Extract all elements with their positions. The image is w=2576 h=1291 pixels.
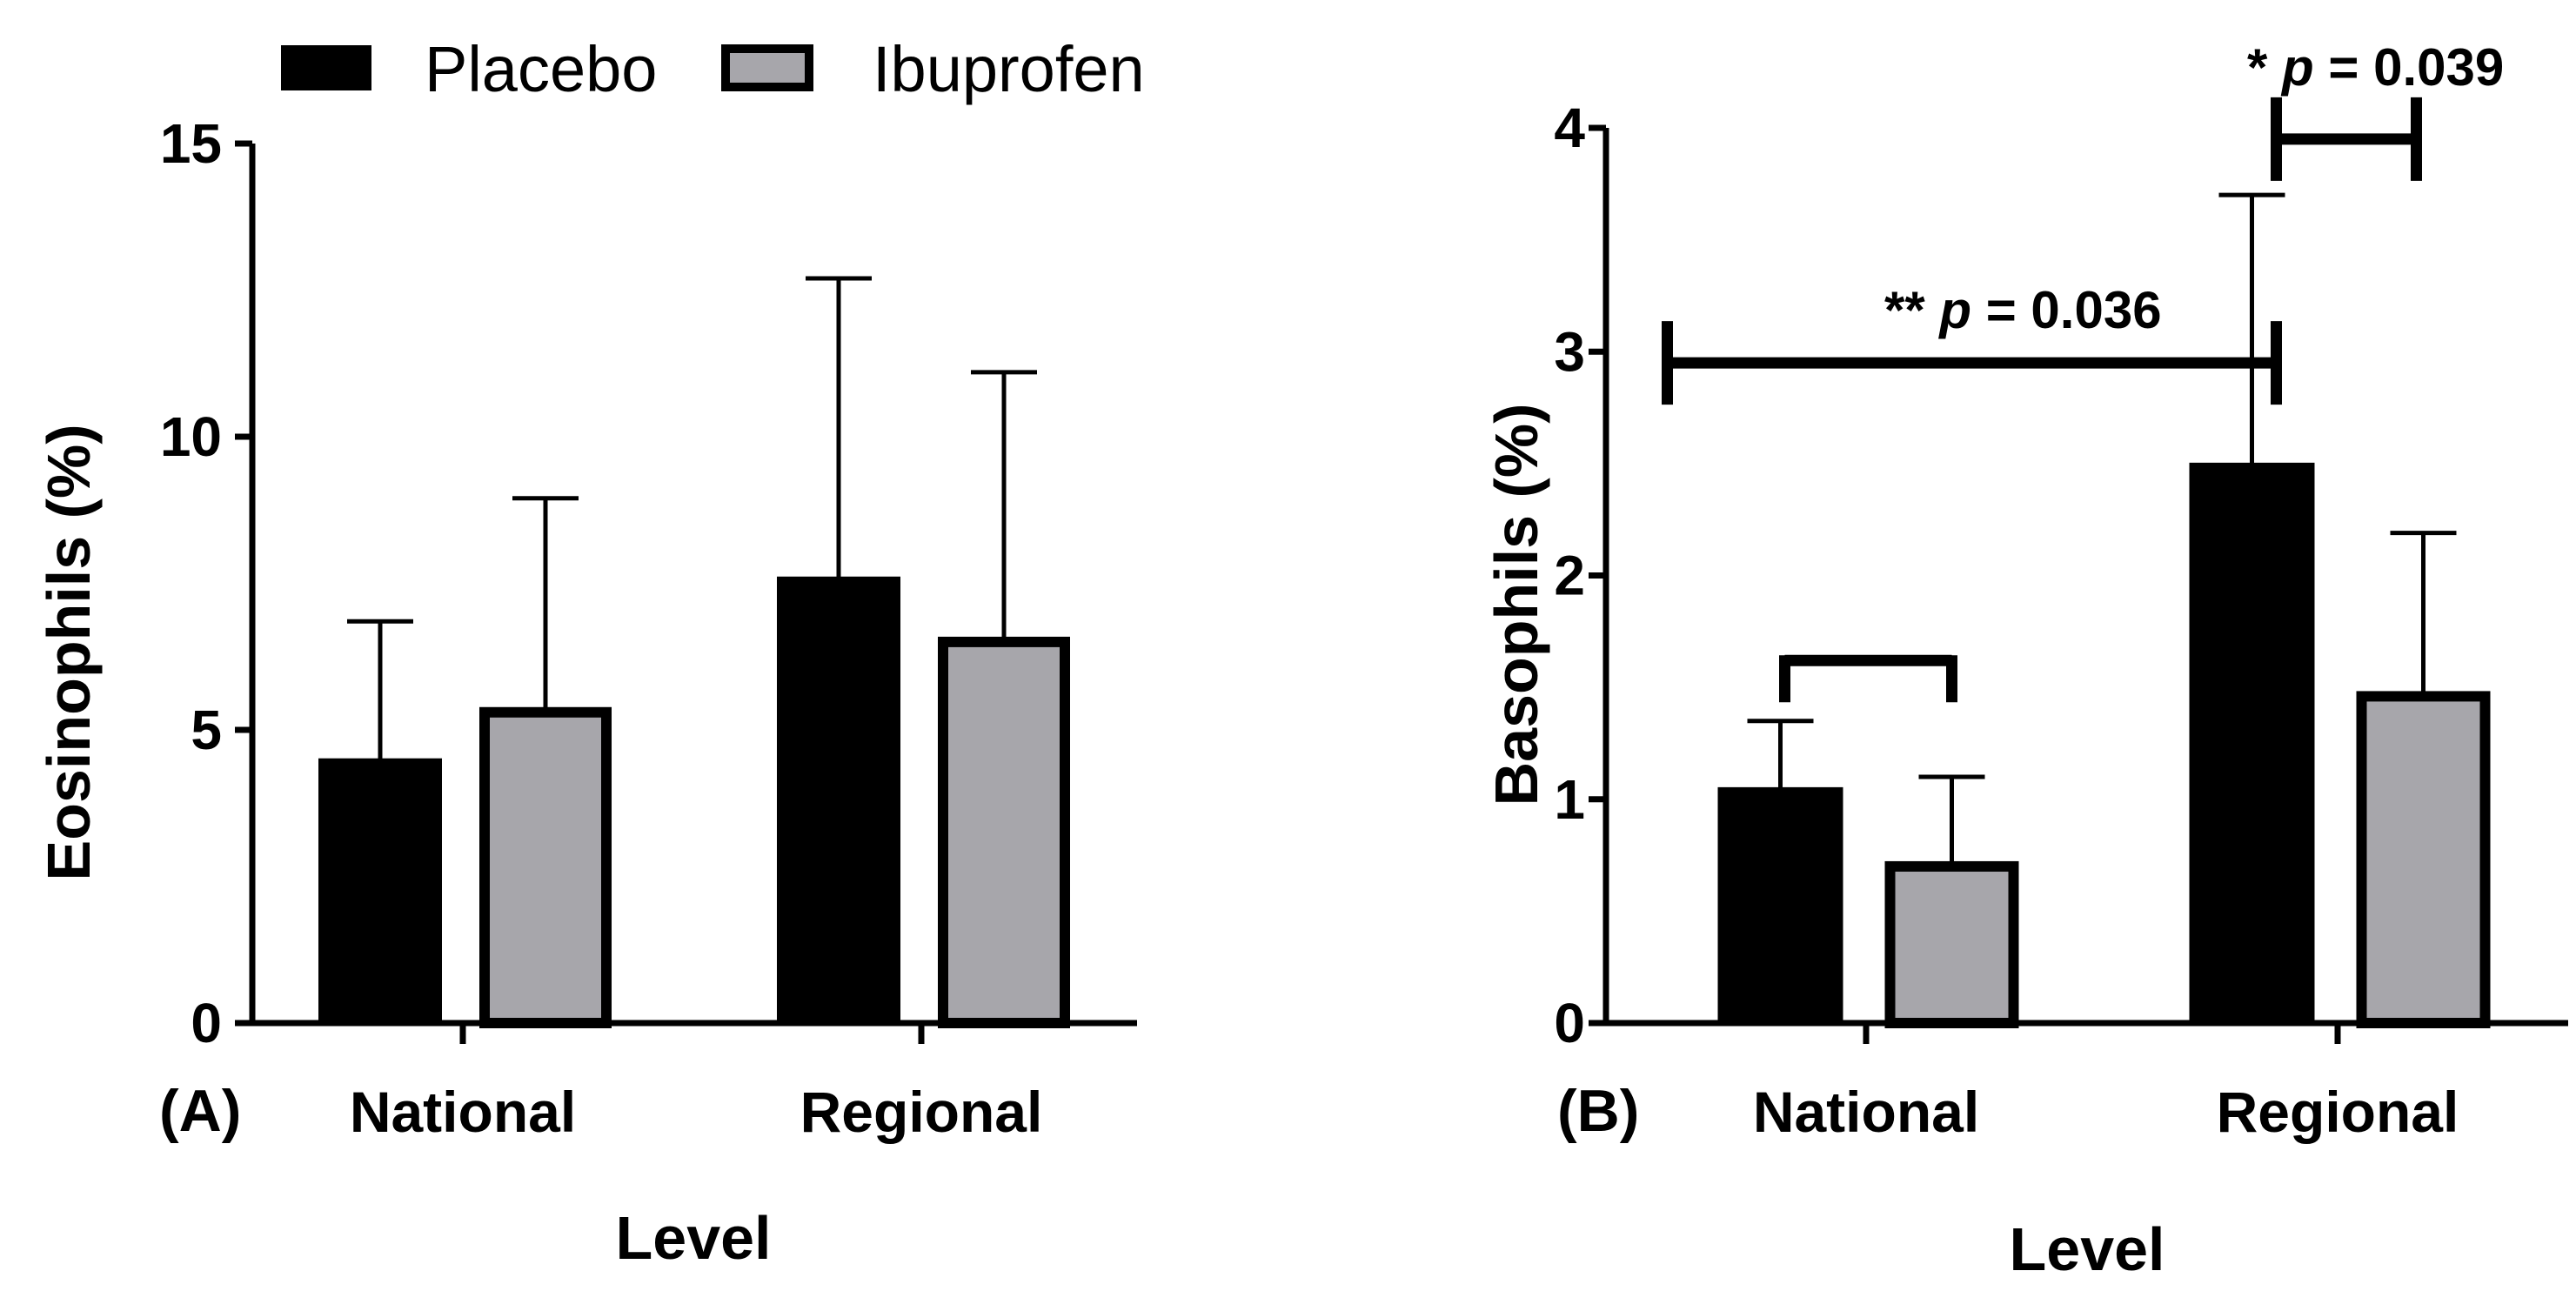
category-label-regional-b: Regional — [2217, 1080, 2459, 1144]
bar-b-placebo-regional — [2189, 462, 2315, 1024]
bracket-regional-placebo-vs-ibuprofen — [2271, 97, 2422, 181]
panel-label-a: (A) — [159, 1078, 241, 1144]
annotations: ** p = 0.036 * p = 0.039 — [1884, 38, 2504, 339]
y-tick-label-a-1: 5 — [191, 699, 222, 761]
bracket-national-vs-regional-placebo — [1662, 321, 2282, 405]
y-tick-label-b-3: 3 — [1554, 320, 1585, 383]
y-tick-label-a-2: 10 — [160, 405, 222, 468]
bar-a-ibuprofen-national — [479, 706, 612, 1029]
category-label-national-a: National — [350, 1080, 576, 1144]
category-label-regional-a: Regional — [800, 1080, 1043, 1144]
bar-a-placebo-national — [318, 758, 442, 1024]
bar-a-placebo-regional — [777, 576, 900, 1024]
category-label-national-b: National — [1753, 1080, 1979, 1144]
legend-label-placebo: Placebo — [425, 33, 657, 105]
y-tick-label-b-0: 0 — [1554, 992, 1585, 1054]
y-tick-label-b-2: 2 — [1554, 545, 1585, 607]
bracket-national-placebo-vs-ibuprofen — [1779, 654, 1957, 703]
chart-basophils: (B) Basophils (%) Level National Regiona… — [1482, 97, 2568, 1283]
annotation-national-vs-regional: ** p = 0.036 — [1884, 281, 2162, 339]
x-axis-label-level-b: Level — [2010, 1215, 2165, 1283]
y-tick-label-a-3: 15 — [160, 112, 222, 175]
bar-b-placebo-national — [1717, 786, 1843, 1024]
legend-label-ibuprofen: Ibuprofen — [873, 33, 1145, 105]
panel-label-b: (B) — [1557, 1078, 1639, 1144]
legend: Placebo Ibuprofen — [281, 33, 1145, 105]
legend-swatch-placebo — [281, 45, 371, 90]
bar-b-ibuprofen-national — [1884, 860, 2019, 1028]
y-axis-label-basophils: Basophils (%) — [1482, 404, 1550, 806]
y-axis-label-eosinophils: Eosinophils (%) — [35, 425, 103, 881]
bar-a-ibuprofen-regional — [938, 636, 1070, 1029]
annotation-regional-placebo-vs-ibuprofen: * p = 0.039 — [2247, 38, 2504, 97]
legend-swatch-ibuprofen — [721, 44, 813, 91]
x-axis-label-level-a: Level — [616, 1204, 772, 1272]
y-tick-label-a-0: 0 — [191, 992, 222, 1054]
bar-b-ibuprofen-regional — [2356, 691, 2491, 1028]
y-tick-label-b-1: 1 — [1554, 768, 1585, 831]
chart-eosinophils: (A) Eosinophils (%) Level National Regio… — [35, 112, 1137, 1272]
y-tick-label-b-4: 4 — [1554, 97, 1585, 159]
